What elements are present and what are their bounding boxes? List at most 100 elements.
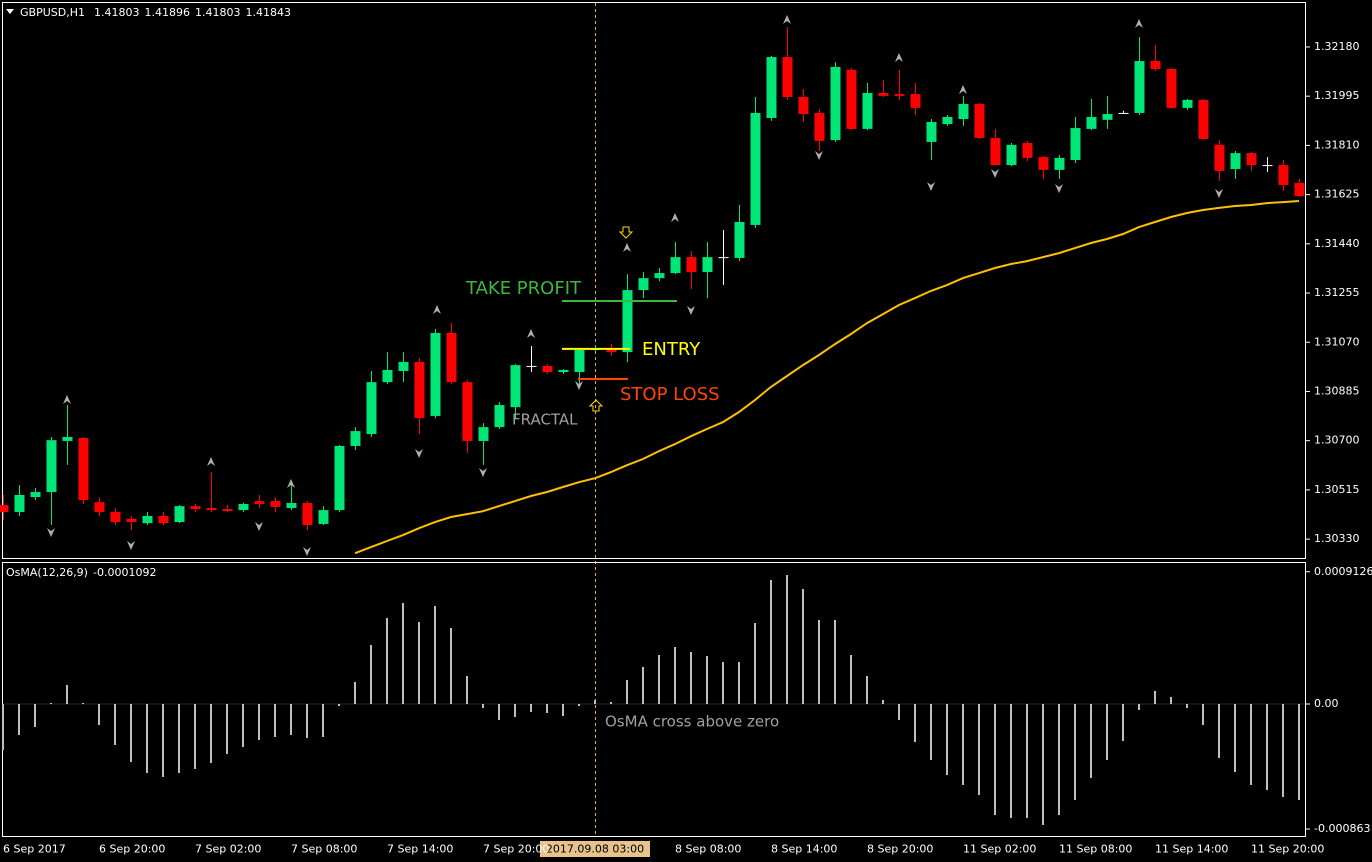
candle-body: [46, 440, 57, 493]
candle-body: [1054, 157, 1065, 170]
candle-body: [94, 502, 105, 512]
fractal-arrow: [1215, 189, 1223, 198]
header-value: 1.41896: [144, 6, 190, 19]
histogram-bar: [370, 645, 372, 704]
x-tick-label: 11 Sep 20:00: [1251, 843, 1324, 856]
histogram-bar: [1218, 703, 1220, 758]
candle-body: [494, 405, 505, 428]
histogram-bar: [1074, 703, 1076, 800]
candle-body: [1166, 69, 1177, 108]
candle-body: [14, 494, 25, 512]
candle-body: [414, 361, 425, 419]
histogram-bar: [18, 703, 20, 735]
fractal-arrow: [479, 468, 487, 477]
candle-body: [526, 365, 537, 367]
histogram-bar: [402, 603, 404, 704]
fractal-arrow: [127, 541, 135, 550]
candle-body: [702, 257, 713, 273]
histogram-bar: [930, 703, 932, 760]
histogram-bar: [1250, 703, 1252, 785]
histogram-bar: [978, 703, 980, 795]
histogram-bar: [66, 684, 68, 704]
histogram-bar: [786, 575, 788, 704]
candle-body: [638, 278, 649, 291]
candle-body: [990, 137, 1001, 166]
osma-pane-frame: [2, 562, 1306, 837]
histogram-bar: [178, 703, 180, 773]
candle-body: [814, 112, 825, 141]
histogram-bar: [2, 703, 4, 750]
candle-body: [62, 436, 73, 441]
histogram-bar: [114, 703, 116, 745]
histogram-bar: [594, 699, 596, 704]
candle-body: [206, 507, 217, 511]
candle-body: [334, 446, 345, 511]
indicator-name: OsMA(12,26,9): [6, 566, 88, 579]
histogram-bar: [514, 703, 516, 717]
candle-body: [254, 501, 265, 504]
fractal-arrow: [671, 213, 679, 222]
candle-body: [78, 438, 89, 501]
candle-body: [574, 349, 585, 373]
symbol: GBPUSD,H1: [20, 6, 85, 19]
candle-body: [734, 222, 745, 258]
candle-body: [1118, 112, 1129, 114]
histogram-bar: [642, 666, 644, 704]
candle-body: [350, 431, 361, 447]
candle-body: [782, 57, 793, 97]
signal-arrow: [588, 399, 604, 412]
histogram-bar: [274, 703, 276, 737]
candle-body: [942, 116, 953, 125]
candle-body: [158, 515, 169, 524]
candle-body: [894, 94, 905, 96]
candle-body: [1134, 61, 1145, 113]
x-tick-label: 6 Sep 20:00: [99, 843, 165, 856]
moving-average: [354, 200, 1300, 555]
histogram-bar: [882, 699, 884, 704]
histogram-bar: [50, 702, 52, 704]
candle-body: [830, 66, 841, 141]
candle-body: [510, 365, 521, 408]
x-tick-label: 7 Sep 08:00: [291, 843, 357, 856]
annotation-label: FRACTAL: [512, 411, 578, 429]
candle-body: [958, 103, 969, 120]
header-value: 1.41803: [94, 6, 140, 19]
candle-body: [142, 515, 153, 524]
candle-body: [174, 506, 185, 523]
histogram-bar: [674, 647, 676, 704]
candle-body: [862, 92, 873, 129]
histogram-bar: [1138, 703, 1140, 710]
histogram-bar: [898, 703, 900, 720]
candle-body: [1086, 116, 1097, 129]
candle-body: [398, 361, 409, 371]
histogram-bar: [1234, 703, 1236, 772]
histogram-bar: [386, 618, 388, 704]
histogram-bar: [770, 580, 772, 704]
candle-body: [718, 257, 729, 259]
candle-body: [1022, 142, 1033, 158]
candle-body: [622, 290, 633, 353]
y-tick-label: 1.30700: [1314, 434, 1360, 447]
fractal-arrow: [991, 169, 999, 178]
histogram-bar: [242, 703, 244, 747]
histogram-bar: [434, 606, 436, 704]
histogram-bar: [306, 703, 308, 738]
histogram-bar: [34, 703, 36, 727]
histogram-bar: [194, 703, 196, 769]
histogram-bar: [722, 661, 724, 704]
histogram-bar: [818, 620, 820, 704]
histogram-bar: [706, 655, 708, 704]
candle-body: [1038, 157, 1049, 170]
fractal-arrow: [687, 306, 695, 315]
x-tick-label: 6 Sep 2017: [3, 843, 66, 856]
candle-body: [974, 103, 985, 138]
candle-body: [1198, 99, 1209, 140]
histogram-bar: [754, 623, 756, 704]
histogram-bar: [530, 703, 532, 712]
histogram-bar: [1106, 703, 1108, 760]
fractal-arrow: [783, 15, 791, 24]
histogram-bar: [1042, 703, 1044, 825]
candle-body: [366, 382, 377, 435]
